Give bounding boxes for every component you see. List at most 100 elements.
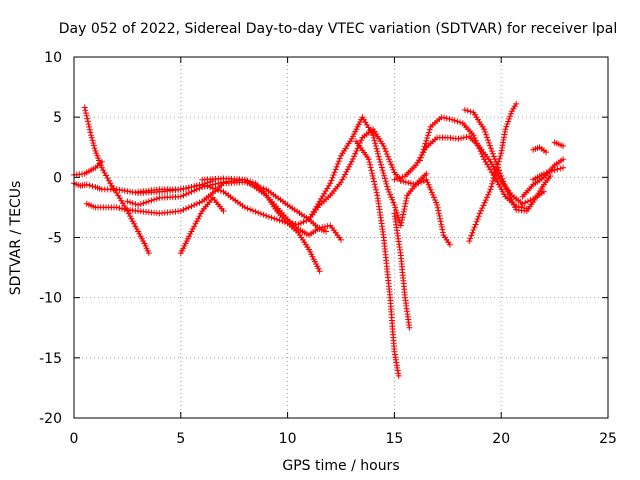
data-point (105, 177, 112, 184)
data-point (481, 199, 488, 206)
data-point (487, 186, 494, 193)
data-point (83, 110, 89, 117)
data-point (468, 232, 475, 239)
data-point (484, 194, 490, 201)
data-point (327, 180, 334, 187)
data-point (437, 215, 443, 222)
data-point (480, 202, 487, 209)
data-point (490, 153, 497, 160)
data-point (375, 150, 381, 157)
data-point (390, 166, 397, 173)
data-point (215, 187, 222, 193)
x-axis-label: GPS time / hours (282, 458, 399, 474)
data-point (486, 142, 493, 149)
data-point (90, 140, 97, 146)
x-tick-label: 15 (385, 431, 403, 447)
data-point (380, 143, 387, 149)
data-point (506, 115, 513, 122)
data-point (85, 121, 92, 128)
data-point (488, 148, 495, 155)
data-point (367, 161, 374, 168)
data-point (477, 148, 484, 155)
data-point (378, 161, 384, 168)
data-point (482, 128, 489, 135)
data-point (338, 236, 344, 243)
grid-layer (74, 57, 608, 418)
data-point (435, 210, 442, 217)
data-point (434, 202, 441, 208)
data-point (497, 170, 504, 177)
data-point (461, 106, 468, 113)
data-point (324, 223, 331, 230)
data-point (486, 139, 492, 146)
data-point (402, 200, 409, 207)
data-point (493, 161, 500, 168)
x-tick-labels: 0 5 10 15 20 25 (70, 431, 617, 447)
data-point (426, 126, 433, 133)
data-point (499, 175, 506, 182)
data-point (183, 205, 190, 212)
data-point (554, 166, 561, 173)
data-point (423, 176, 430, 183)
data-point (183, 191, 190, 198)
data-point (260, 185, 267, 192)
data-point (185, 204, 192, 211)
data-point (244, 205, 251, 212)
data-point (371, 137, 378, 144)
data-point (335, 158, 342, 165)
data-point (383, 151, 390, 157)
data-point (377, 159, 384, 165)
data-point (249, 179, 256, 186)
data-point (398, 219, 405, 226)
data-point (145, 250, 152, 257)
data-point (439, 229, 446, 236)
data-point (133, 225, 140, 232)
data-point (425, 129, 432, 136)
data-point (331, 169, 338, 176)
data-point (463, 134, 470, 140)
data-point (346, 163, 352, 170)
data-point (384, 183, 391, 190)
data-point (507, 194, 514, 201)
data-point (297, 220, 304, 227)
data-point (180, 192, 187, 199)
data-point (83, 181, 90, 188)
data-point (263, 212, 270, 219)
series-arc-7 (180, 197, 225, 254)
data-point (300, 218, 307, 225)
data-point (220, 208, 227, 214)
data-point (399, 217, 405, 223)
data-point (371, 181, 378, 188)
x-tick-label: 5 (176, 431, 185, 447)
data-point (276, 217, 283, 224)
data-point (322, 223, 328, 230)
data-point (422, 140, 429, 147)
data-point (81, 104, 88, 111)
data-point (191, 202, 198, 208)
data-point (197, 210, 204, 217)
data-point (180, 206, 187, 213)
data-point (425, 132, 431, 139)
data-point (195, 215, 202, 222)
data-point (498, 172, 505, 179)
data-point (507, 113, 513, 120)
data-point (100, 167, 107, 174)
data-point (491, 172, 498, 179)
data-point (490, 175, 497, 182)
data-point (385, 153, 391, 160)
data-point (196, 199, 203, 206)
data-point (382, 178, 389, 185)
data-point (438, 114, 445, 121)
data-point (86, 126, 93, 133)
data-point (406, 324, 413, 331)
data-point (90, 142, 97, 149)
data-point (370, 134, 377, 141)
data-point (443, 115, 450, 122)
data-point (332, 166, 339, 173)
data-point (457, 119, 464, 126)
data-point (485, 191, 492, 198)
data-point (548, 168, 555, 174)
y-tick-label: -5 (48, 231, 62, 247)
data-point (383, 180, 390, 187)
data-point (279, 218, 286, 225)
